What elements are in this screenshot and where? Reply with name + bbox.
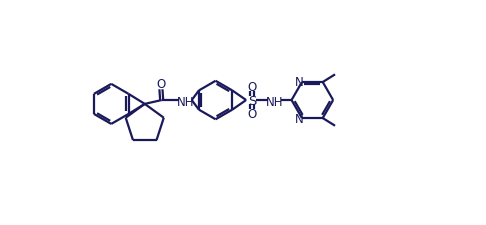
Text: NH: NH xyxy=(177,96,194,109)
Text: O: O xyxy=(248,108,257,121)
Text: N: N xyxy=(295,113,304,126)
Text: S: S xyxy=(248,94,257,107)
Text: O: O xyxy=(248,80,257,93)
Text: N: N xyxy=(295,75,304,88)
Text: NH: NH xyxy=(266,96,283,109)
Text: O: O xyxy=(156,78,166,91)
